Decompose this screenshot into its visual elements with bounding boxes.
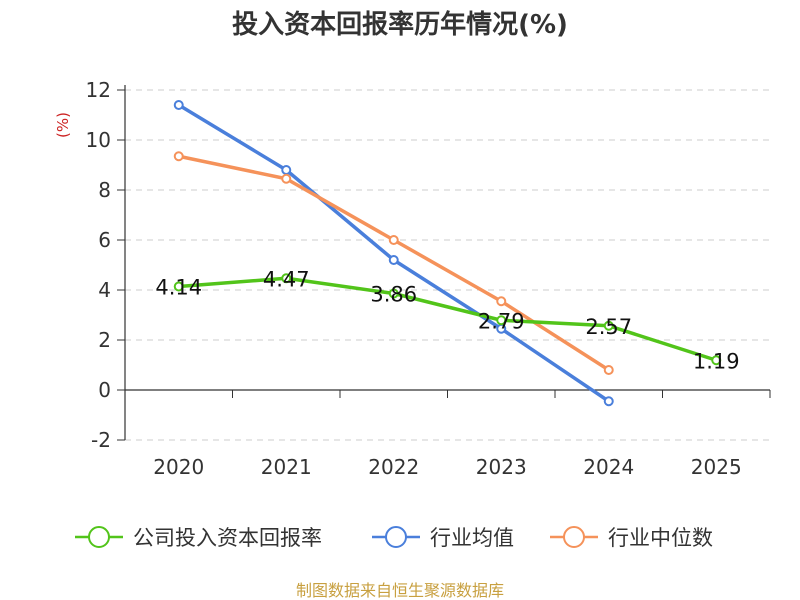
y-tick-label: 8 bbox=[98, 178, 111, 202]
source-note: 制图数据来自恒生聚源数据库 bbox=[296, 581, 504, 600]
data-point bbox=[281, 273, 292, 284]
data-label: 3.86 bbox=[370, 283, 417, 307]
data-label: 2.57 bbox=[585, 315, 632, 339]
data-point bbox=[173, 151, 184, 162]
gridlines bbox=[117, 89, 770, 441]
series-line-1 bbox=[177, 103, 611, 403]
y-tick-label: 4 bbox=[98, 278, 111, 302]
legend: 公司投入资本回报率 行业均值 行业中位数 bbox=[75, 526, 713, 550]
data-label: 4.14 bbox=[155, 276, 202, 300]
series-lines bbox=[173, 100, 722, 407]
axes bbox=[124, 85, 771, 440]
data-point bbox=[496, 315, 507, 326]
series-line-0 bbox=[177, 276, 718, 362]
y-tick-label: -2 bbox=[91, 428, 111, 452]
data-point bbox=[388, 288, 399, 299]
x-tick-label: 2023 bbox=[476, 455, 527, 479]
data-label: 4.47 bbox=[263, 267, 310, 291]
x-tick-labels: 2020 2021 2022 2023 2024 2025 bbox=[153, 455, 741, 479]
data-label: 2.79 bbox=[478, 309, 525, 333]
legend-label: 公司投入资本回报率 bbox=[133, 526, 322, 550]
data-point bbox=[281, 165, 292, 175]
legend-marker bbox=[385, 526, 407, 548]
x-tick-label: 2021 bbox=[261, 455, 312, 479]
data-label: 1.19 bbox=[693, 349, 740, 373]
data-point bbox=[603, 365, 614, 375]
y-tick-label: 10 bbox=[86, 128, 111, 152]
data-point bbox=[388, 255, 399, 265]
data-point bbox=[173, 281, 184, 292]
y-tick-label: 0 bbox=[98, 378, 111, 402]
x-tick-label: 2020 bbox=[153, 455, 204, 479]
legend-marker bbox=[88, 526, 110, 548]
chart-title: 投入资本回报率历年情况(%) bbox=[232, 9, 568, 40]
legend-label: 行业中位数 bbox=[608, 526, 713, 550]
y-tick-label: 2 bbox=[98, 328, 111, 352]
y-tick-label: 6 bbox=[98, 228, 111, 252]
x-tick-label: 2025 bbox=[691, 455, 742, 479]
y-tick-labels: 12 10 8 6 4 2 0 -2 bbox=[86, 78, 111, 452]
data-point bbox=[281, 173, 292, 184]
data-point bbox=[173, 100, 184, 110]
legend-label: 行业均值 bbox=[430, 526, 514, 550]
y-axis-unit: (%) bbox=[54, 112, 72, 138]
x-tick-label: 2022 bbox=[368, 455, 419, 479]
data-point bbox=[496, 296, 507, 307]
legend-marker bbox=[563, 526, 585, 548]
x-tick-label: 2024 bbox=[583, 455, 634, 479]
data-point bbox=[603, 396, 614, 407]
y-tick-label: 12 bbox=[86, 78, 111, 102]
data-point bbox=[711, 355, 722, 366]
data-labels: 4.14 4.47 3.86 2.79 2.57 1.19 bbox=[155, 267, 739, 373]
data-point bbox=[388, 235, 399, 245]
data-point bbox=[603, 320, 614, 331]
